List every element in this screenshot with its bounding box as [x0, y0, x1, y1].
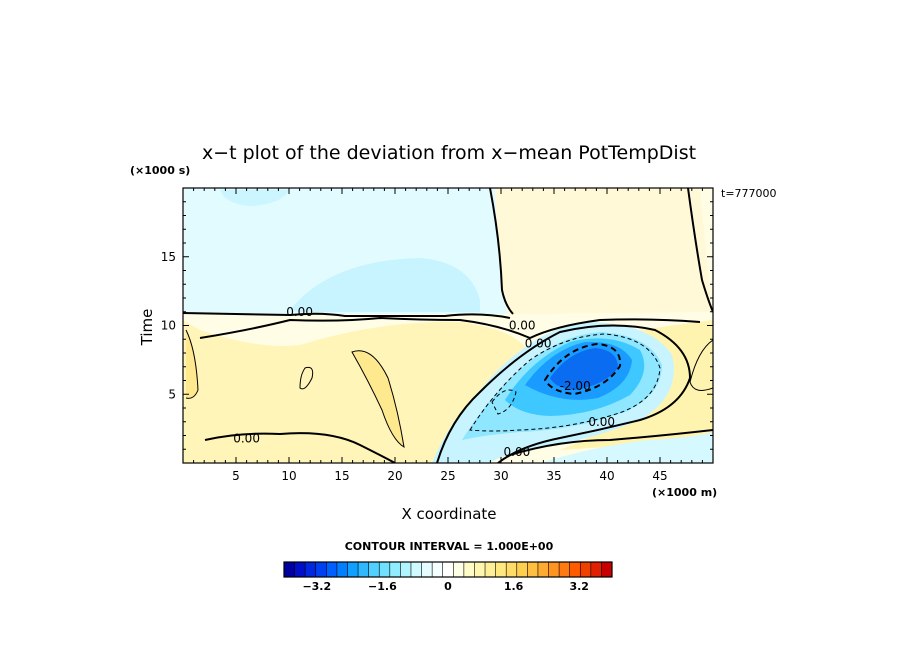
y-tick-label: 5 [168, 387, 176, 401]
colorbar-label: CONTOUR INTERVAL = 1.000E+00 [345, 540, 554, 553]
colorbar-swatch [358, 562, 369, 577]
colorbar-swatch [580, 562, 592, 577]
contour-zero-bottom [204, 432, 396, 463]
contour-label-text: 0.00 [233, 431, 260, 445]
colorbar-tick-label: 0 [444, 580, 452, 593]
warm-region-right [560, 320, 713, 450]
colorbar-tick-labels: −3.2 −1.6 0 1.6 3.2 [302, 580, 589, 593]
colorbar-tick-label: −1.6 [368, 580, 397, 593]
colorbar [283, 561, 613, 578]
colorbar-tick-label: 3.2 [569, 580, 589, 593]
colorbar-swatch [379, 562, 391, 577]
cold-minimum [550, 348, 618, 390]
contour-label: 0.00 [504, 445, 531, 459]
colorbar-swatch [485, 562, 496, 577]
contour-small-loop [299, 367, 314, 390]
contour-label: 0.00 [233, 431, 260, 445]
contour-label: 0.00 [509, 319, 536, 333]
colorbar-swatch [347, 562, 359, 577]
colorbar-swatch [590, 562, 602, 577]
colorbar-swatch [516, 562, 528, 577]
colorbar-swatch [559, 562, 570, 577]
colorbar-swatch [389, 562, 401, 577]
x-unit-label: (×1000 m) [652, 486, 717, 499]
x-tick-label: 15 [334, 469, 349, 483]
x-tick-label: 40 [599, 469, 614, 483]
contour-warm-streak [351, 350, 405, 448]
colorbar-swatch [548, 562, 560, 577]
colorbar-swatch [315, 562, 327, 577]
colorbar-swatch [569, 562, 581, 577]
contour-neg-two [543, 342, 622, 396]
colorbar-swatch [294, 562, 306, 577]
colorbar-swatch [601, 562, 613, 577]
contour-label-text: 0.00 [588, 415, 615, 429]
colorbar-swatch [336, 562, 348, 577]
colorbar-swatch [442, 562, 454, 577]
colorbar-tick-label: 1.6 [504, 580, 524, 593]
contour-label: -2.00 [560, 379, 591, 393]
contour-neg-one [469, 333, 661, 432]
contour-neg-one-small [491, 389, 517, 415]
contour-label-text: 0.00 [286, 305, 313, 319]
colorbar-swatch [474, 562, 486, 577]
colorbar-swatch [421, 562, 433, 577]
contour-label: 0.00 [525, 336, 552, 350]
warm-region-lower [183, 320, 530, 463]
contour-zero-upper-boundary [183, 312, 511, 319]
axis-ticks [183, 188, 713, 463]
y-tick-label: 10 [161, 319, 176, 333]
contour-labels: 0.00 0.00 0.00 -2.00 0.00 0.00 0.00 [233, 305, 615, 459]
y-unit-label: (×1000 s) [130, 164, 190, 177]
contour-zero-cold-tongue [436, 324, 692, 463]
contour-left-edge-loop [185, 329, 199, 399]
contour-zero-right-edge [687, 188, 713, 313]
colorbar-swatch [400, 562, 412, 577]
contour-label: 0.00 [286, 305, 313, 319]
contour-zero-upper-right [489, 188, 514, 315]
temperature-field [183, 188, 713, 463]
colorbar-tick-label: −3.2 [302, 580, 331, 593]
x-tick-label: 10 [281, 469, 296, 483]
cool-region-upper-core [290, 258, 480, 312]
colorbar-swatch [506, 562, 518, 577]
colorbar-swatch [432, 562, 444, 577]
colorbar-swatch [453, 562, 465, 577]
colorbar-swatch [537, 562, 549, 577]
contour-label-text: -2.00 [560, 379, 591, 393]
cool-region-top-edge [220, 190, 290, 206]
colorbar-swatch [284, 562, 295, 577]
axis-tick-labels: 5 10 15 20 25 30 35 40 45 5 10 15 [161, 250, 668, 483]
warm-region-upper-right [495, 188, 712, 314]
x-tick-label: 20 [387, 469, 402, 483]
x-axis-label: X coordinate [401, 505, 496, 523]
y-tick-label: 15 [161, 250, 176, 264]
cool-region-bottom-right [540, 432, 713, 463]
contour-right-edge-loop [689, 339, 713, 391]
warm-edge-left [186, 330, 198, 399]
colorbar-swatch [527, 562, 539, 577]
time-stamp: t=777000 [721, 187, 777, 200]
contour-zero-bottom-right [509, 429, 713, 456]
contour-label: 0.00 [588, 415, 615, 429]
colorbar-swatch [463, 562, 475, 577]
colorbar-swatch [495, 562, 507, 577]
chart-title: x−t plot of the deviation from x−mean Po… [202, 142, 696, 164]
contour-label-text: 0.00 [509, 319, 536, 333]
contour-label-text: 0.00 [525, 336, 552, 350]
x-tick-label: 30 [493, 469, 508, 483]
colorbar-swatch [326, 562, 338, 577]
colorbar-swatch [410, 562, 422, 577]
x-tick-label: 5 [232, 469, 240, 483]
y-axis-label: Time [138, 309, 156, 347]
contour-label-text: 0.00 [504, 445, 531, 459]
x-tick-label: 35 [546, 469, 561, 483]
colorbar-swatch [305, 562, 317, 577]
x-tick-label: 25 [440, 469, 455, 483]
x-tick-label: 45 [652, 469, 667, 483]
contour-zero-band-boundary [199, 316, 701, 340]
colorbar-swatch [368, 562, 380, 577]
colorbar-frame [283, 561, 613, 578]
